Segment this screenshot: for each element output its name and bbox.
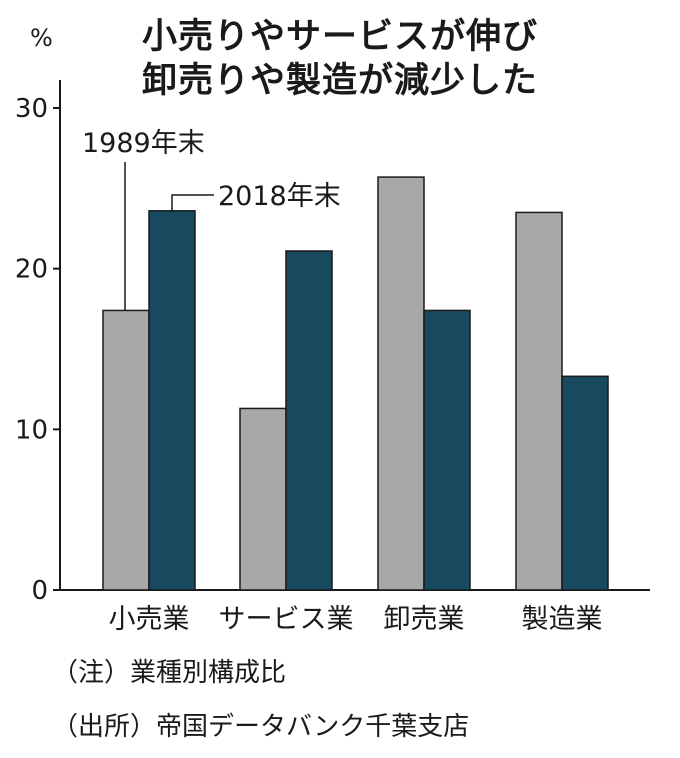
bar-2018-2 [285,250,333,591]
x-category-label: 小売業 [109,604,190,635]
y-tick-label: 30 [15,94,48,124]
source-text: （出所）帝国データバンク千葉支店 [52,712,470,742]
bar-1989-4 [515,211,563,591]
bar-2018-1 [148,210,196,591]
y-tick-label: 10 [15,415,48,445]
y-axis-unit-label: % [30,24,53,52]
chart-title-line-1: 小売りやサービスが伸び [141,17,538,57]
y-tick-label: 20 [15,255,48,285]
bar-2018-3 [423,309,471,591]
note-text: （注）業種別構成比 [52,658,287,688]
chart-title-line-2: 卸売りや製造が減少した [141,61,538,101]
x-category-label: サービス業 [219,604,354,635]
x-category-label: 卸売業 [384,604,465,635]
legend-label-1989: 1989年末 [82,128,205,159]
x-category-label: 製造業 [522,604,603,635]
bar-1989-3 [377,176,425,591]
bar-1989-1 [102,309,150,591]
bar-1989-2 [239,407,287,591]
bar-chart: % 0 10 20 30 小売業 サービス業 卸売業 製造業 1989年末 2018年末 [15,24,650,635]
legend-label-2018: 2018年末 [218,181,341,212]
legend-leader-2018 [171,194,214,211]
bar-2018-4 [561,375,609,591]
y-tick-label: 0 [31,576,48,606]
